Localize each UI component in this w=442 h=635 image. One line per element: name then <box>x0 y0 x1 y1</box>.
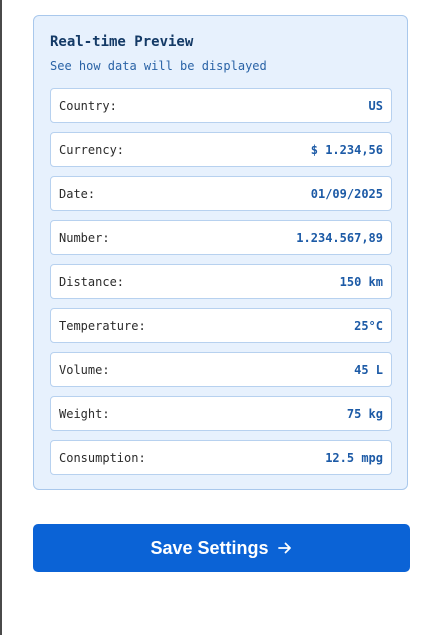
preview-row-distance: Distance: 150 km <box>50 264 392 299</box>
preview-row-label: Volume: <box>59 362 110 377</box>
preview-row-value: 45 L <box>354 362 383 377</box>
preview-row-country: Country: US <box>50 88 392 123</box>
preview-row-label: Weight: <box>59 406 110 421</box>
preview-row-value: 25°C <box>354 318 383 333</box>
preview-row-label: Date: <box>59 186 96 201</box>
preview-row-consumption: Consumption: 12.5 mpg <box>50 440 392 475</box>
preview-row-label: Temperature: <box>59 318 146 333</box>
preview-row-value: 01/09/2025 <box>310 186 383 201</box>
preview-row-volume: Volume: 45 L <box>50 352 392 387</box>
preview-row-label: Currency: <box>59 142 125 157</box>
preview-row-weight: Weight: 75 kg <box>50 396 392 431</box>
save-settings-button[interactable]: Save Settings <box>33 524 410 572</box>
preview-rows: Country: US Currency: $ 1.234,56 Date: 0… <box>50 88 392 484</box>
arrow-right-icon <box>277 540 293 556</box>
realtime-preview-card: Real-time Preview See how data will be d… <box>33 15 408 490</box>
window-left-border <box>0 0 2 635</box>
preview-row-label: Country: <box>59 98 117 113</box>
preview-row-value: 12.5 mpg <box>325 450 383 465</box>
preview-row-value: US <box>368 98 383 113</box>
preview-row-value: 75 kg <box>346 406 383 421</box>
preview-row-label: Distance: <box>59 274 125 289</box>
preview-row-currency: Currency: $ 1.234,56 <box>50 132 392 167</box>
preview-row-number: Number: 1.234.567,89 <box>50 220 392 255</box>
preview-row-label: Number: <box>59 230 110 245</box>
preview-subtitle: See how data will be displayed <box>50 59 267 73</box>
preview-title: Real-time Preview <box>50 34 194 50</box>
preview-row-temperature: Temperature: 25°C <box>50 308 392 343</box>
preview-row-value: $ 1.234,56 <box>310 142 383 157</box>
preview-row-label: Consumption: <box>59 450 146 465</box>
save-settings-label: Save Settings <box>150 537 269 558</box>
preview-row-date: Date: 01/09/2025 <box>50 176 392 211</box>
preview-row-value: 1.234.567,89 <box>296 230 383 245</box>
preview-row-value: 150 km <box>339 274 383 289</box>
